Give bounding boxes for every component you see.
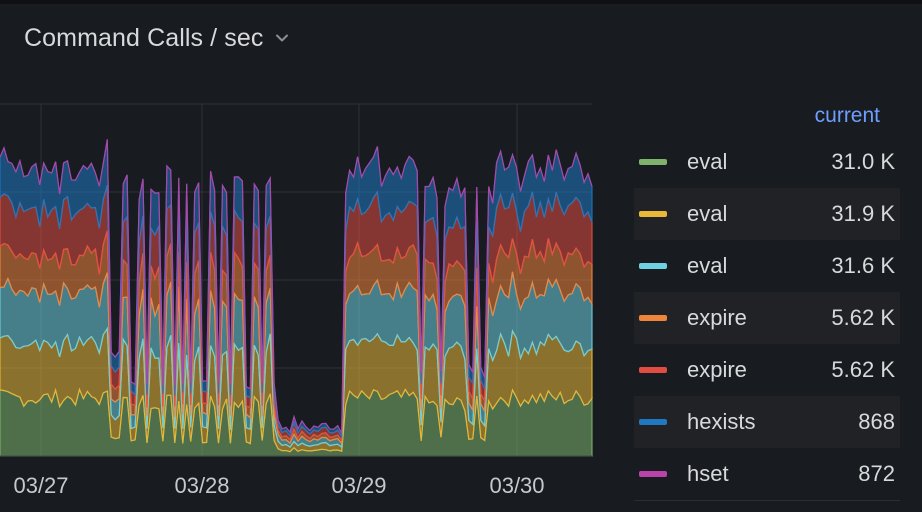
x-tick-label: 03/28	[174, 473, 229, 498]
legend-swatch	[639, 471, 667, 477]
legend-series-value: 31.0 K	[831, 149, 895, 174]
legend-swatch	[639, 367, 667, 373]
legend-item-expire-1[interactable]: expire 5.62 K	[634, 292, 900, 344]
legend-swatch	[639, 159, 667, 165]
legend-item-eval-2[interactable]: eval 31.9 K	[634, 188, 900, 240]
legend-item-hset[interactable]: hset 872	[634, 448, 900, 500]
legend-series-value: 868	[858, 409, 895, 434]
panel-header[interactable]: Command Calls / sec	[24, 20, 289, 56]
legend-item-expire-2[interactable]: expire 5.62 K	[634, 344, 900, 396]
legend-swatch	[639, 263, 667, 269]
legend-swatch	[639, 315, 667, 321]
legend-series-name: expire	[687, 305, 747, 330]
legend-series-value: 31.9 K	[831, 201, 895, 226]
series-area-hset-7	[0, 139, 593, 434]
legend: current eval 31.0 K eval 31.9 K eval 31.…	[634, 96, 900, 500]
legend-swatch	[639, 211, 667, 217]
legend-series-name: eval	[687, 253, 728, 278]
legend-series-name: hexists	[687, 409, 756, 434]
legend-item-hexists[interactable]: hexists 868	[634, 396, 900, 448]
legend-series-name: eval	[687, 201, 728, 226]
legend-series-value: 5.62 K	[831, 305, 895, 330]
legend-item-eval-3[interactable]: eval 31.6 K	[634, 240, 900, 292]
legend-divider	[634, 500, 900, 501]
legend-series-value: 5.62 K	[831, 357, 895, 382]
legend-header-current[interactable]: current	[814, 104, 880, 127]
chevron-down-icon[interactable]	[275, 31, 289, 45]
panel-title[interactable]: Command Calls / sec	[24, 23, 264, 52]
legend-series-value: 31.6 K	[831, 253, 895, 278]
legend-series-value: 872	[858, 461, 895, 486]
legend-series-name: eval	[687, 149, 728, 174]
x-axis-ticks: 03/27 03/28 03/29 03/30	[13, 473, 544, 498]
x-tick-label: 03/27	[13, 473, 68, 498]
x-tick-label: 03/30	[489, 473, 544, 498]
legend-swatch	[639, 419, 667, 425]
stacked-areas	[0, 139, 593, 457]
panel-top-border	[0, 0, 922, 4]
legend-series-name: hset	[687, 461, 729, 486]
time-series-plot[interactable]: 03/27 03/28 03/29 03/30	[0, 0, 600, 512]
legend-item-eval-1[interactable]: eval 31.0 K	[634, 136, 900, 188]
x-tick-label: 03/29	[331, 473, 386, 498]
legend-series-name: expire	[687, 357, 747, 382]
